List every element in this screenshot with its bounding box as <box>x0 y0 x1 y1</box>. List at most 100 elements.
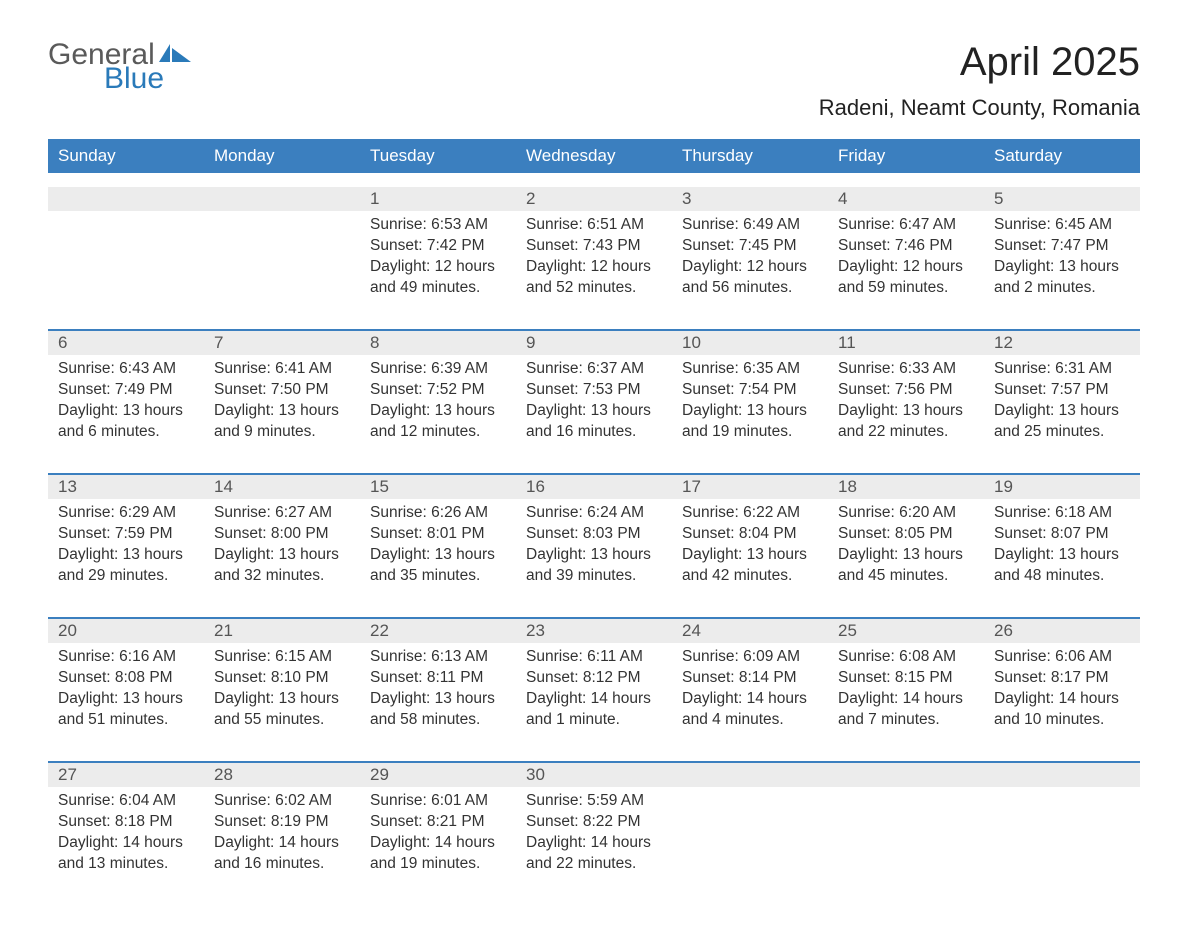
day-number-row: 13141516171819 <box>48 473 1140 499</box>
sunrise-text: Sunrise: 6:41 AM <box>214 359 350 380</box>
day-number: 12 <box>984 331 1140 355</box>
day-number-row: 27282930 <box>48 761 1140 787</box>
day-cell: Sunrise: 6:41 AMSunset: 7:50 PMDaylight:… <box>204 355 360 459</box>
daylight-text: Daylight: 13 hours and 29 minutes. <box>58 545 194 587</box>
daylight-text: Daylight: 14 hours and 19 minutes. <box>370 833 506 875</box>
day-header: Wednesday <box>516 139 672 173</box>
day-cell: Sunrise: 6:09 AMSunset: 8:14 PMDaylight:… <box>672 643 828 747</box>
sunset-text: Sunset: 8:12 PM <box>526 668 662 689</box>
daylight-text: Daylight: 13 hours and 19 minutes. <box>682 401 818 443</box>
day-cell <box>48 211 204 315</box>
day-number: 18 <box>828 475 984 499</box>
sunrise-text: Sunrise: 6:43 AM <box>58 359 194 380</box>
sunset-text: Sunset: 7:54 PM <box>682 380 818 401</box>
sunrise-text: Sunrise: 6:53 AM <box>370 215 506 236</box>
day-number: 22 <box>360 619 516 643</box>
day-number: 20 <box>48 619 204 643</box>
day-content-row: Sunrise: 6:16 AMSunset: 8:08 PMDaylight:… <box>48 643 1140 747</box>
daylight-text: Daylight: 13 hours and 45 minutes. <box>838 545 974 587</box>
calendar: Sunday Monday Tuesday Wednesday Thursday… <box>48 139 1140 891</box>
day-number <box>984 763 1140 787</box>
sunrise-text: Sunrise: 6:49 AM <box>682 215 818 236</box>
day-number <box>672 763 828 787</box>
day-cell: Sunrise: 6:51 AMSunset: 7:43 PMDaylight:… <box>516 211 672 315</box>
day-number: 10 <box>672 331 828 355</box>
day-number: 2 <box>516 187 672 211</box>
daylight-text: Daylight: 13 hours and 25 minutes. <box>994 401 1130 443</box>
sunset-text: Sunset: 7:50 PM <box>214 380 350 401</box>
sunset-text: Sunset: 7:53 PM <box>526 380 662 401</box>
day-cell: Sunrise: 6:43 AMSunset: 7:49 PMDaylight:… <box>48 355 204 459</box>
day-content-row: Sunrise: 6:43 AMSunset: 7:49 PMDaylight:… <box>48 355 1140 459</box>
day-cell: Sunrise: 5:59 AMSunset: 8:22 PMDaylight:… <box>516 787 672 891</box>
day-header: Saturday <box>984 139 1140 173</box>
day-cell: Sunrise: 6:47 AMSunset: 7:46 PMDaylight:… <box>828 211 984 315</box>
page-header: General Blue April 2025 Radeni, Neamt Co… <box>48 40 1140 121</box>
day-cell: Sunrise: 6:24 AMSunset: 8:03 PMDaylight:… <box>516 499 672 603</box>
day-cell: Sunrise: 6:08 AMSunset: 8:15 PMDaylight:… <box>828 643 984 747</box>
daylight-text: Daylight: 13 hours and 2 minutes. <box>994 257 1130 299</box>
month-title: April 2025 <box>819 40 1140 85</box>
day-number <box>204 187 360 211</box>
day-cell: Sunrise: 6:11 AMSunset: 8:12 PMDaylight:… <box>516 643 672 747</box>
daylight-text: Daylight: 13 hours and 35 minutes. <box>370 545 506 587</box>
day-cell: Sunrise: 6:01 AMSunset: 8:21 PMDaylight:… <box>360 787 516 891</box>
location-label: Radeni, Neamt County, Romania <box>819 95 1140 121</box>
day-number: 4 <box>828 187 984 211</box>
sunrise-text: Sunrise: 6:27 AM <box>214 503 350 524</box>
day-number: 23 <box>516 619 672 643</box>
day-cell <box>828 787 984 891</box>
day-cell: Sunrise: 6:31 AMSunset: 7:57 PMDaylight:… <box>984 355 1140 459</box>
day-cell: Sunrise: 6:06 AMSunset: 8:17 PMDaylight:… <box>984 643 1140 747</box>
sunrise-text: Sunrise: 6:39 AM <box>370 359 506 380</box>
sunrise-text: Sunrise: 6:31 AM <box>994 359 1130 380</box>
logo-text-blue: Blue <box>104 64 164 94</box>
day-number-row: 20212223242526 <box>48 617 1140 643</box>
day-cell: Sunrise: 6:22 AMSunset: 8:04 PMDaylight:… <box>672 499 828 603</box>
day-number: 29 <box>360 763 516 787</box>
sunset-text: Sunset: 8:22 PM <box>526 812 662 833</box>
day-cell: Sunrise: 6:39 AMSunset: 7:52 PMDaylight:… <box>360 355 516 459</box>
day-header: Sunday <box>48 139 204 173</box>
day-cell: Sunrise: 6:45 AMSunset: 7:47 PMDaylight:… <box>984 211 1140 315</box>
day-cell: Sunrise: 6:16 AMSunset: 8:08 PMDaylight:… <box>48 643 204 747</box>
sunset-text: Sunset: 8:00 PM <box>214 524 350 545</box>
brand-logo: General Blue <box>48 40 193 94</box>
day-number: 27 <box>48 763 204 787</box>
sunrise-text: Sunrise: 6:08 AM <box>838 647 974 668</box>
day-cell: Sunrise: 6:49 AMSunset: 7:45 PMDaylight:… <box>672 211 828 315</box>
sunrise-text: Sunrise: 6:26 AM <box>370 503 506 524</box>
day-header: Friday <box>828 139 984 173</box>
day-cell: Sunrise: 6:20 AMSunset: 8:05 PMDaylight:… <box>828 499 984 603</box>
day-number: 1 <box>360 187 516 211</box>
day-number: 15 <box>360 475 516 499</box>
sunset-text: Sunset: 8:10 PM <box>214 668 350 689</box>
calendar-week: 27282930Sunrise: 6:04 AMSunset: 8:18 PMD… <box>48 761 1140 891</box>
calendar-week: 20212223242526Sunrise: 6:16 AMSunset: 8:… <box>48 617 1140 747</box>
sunset-text: Sunset: 7:57 PM <box>994 380 1130 401</box>
sunrise-text: Sunrise: 6:35 AM <box>682 359 818 380</box>
sunrise-text: Sunrise: 6:09 AM <box>682 647 818 668</box>
sunset-text: Sunset: 7:46 PM <box>838 236 974 257</box>
sunrise-text: Sunrise: 6:01 AM <box>370 791 506 812</box>
day-number: 8 <box>360 331 516 355</box>
daylight-text: Daylight: 13 hours and 55 minutes. <box>214 689 350 731</box>
daylight-text: Daylight: 13 hours and 6 minutes. <box>58 401 194 443</box>
sunset-text: Sunset: 8:21 PM <box>370 812 506 833</box>
day-cell <box>204 211 360 315</box>
day-content-row: Sunrise: 6:53 AMSunset: 7:42 PMDaylight:… <box>48 211 1140 315</box>
daylight-text: Daylight: 13 hours and 39 minutes. <box>526 545 662 587</box>
sunset-text: Sunset: 8:15 PM <box>838 668 974 689</box>
day-cell: Sunrise: 6:33 AMSunset: 7:56 PMDaylight:… <box>828 355 984 459</box>
day-number: 21 <box>204 619 360 643</box>
day-cell: Sunrise: 6:18 AMSunset: 8:07 PMDaylight:… <box>984 499 1140 603</box>
daylight-text: Daylight: 12 hours and 49 minutes. <box>370 257 506 299</box>
title-block: April 2025 Radeni, Neamt County, Romania <box>819 40 1140 121</box>
sunset-text: Sunset: 7:45 PM <box>682 236 818 257</box>
day-content-row: Sunrise: 6:29 AMSunset: 7:59 PMDaylight:… <box>48 499 1140 603</box>
daylight-text: Daylight: 13 hours and 58 minutes. <box>370 689 506 731</box>
day-number: 6 <box>48 331 204 355</box>
daylight-text: Daylight: 13 hours and 16 minutes. <box>526 401 662 443</box>
day-number <box>48 187 204 211</box>
sunset-text: Sunset: 8:03 PM <box>526 524 662 545</box>
